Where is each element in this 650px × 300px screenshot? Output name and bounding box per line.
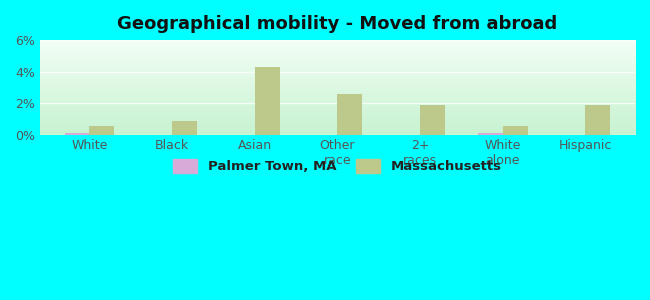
Bar [255, 67, 280, 134]
Bar [478, 133, 502, 134]
Legend: Palmer Town, MA, Massachusetts: Palmer Town, MA, Massachusetts [167, 152, 508, 180]
Bar [337, 94, 362, 134]
Bar [586, 105, 610, 134]
Bar [64, 133, 90, 134]
Bar [172, 121, 197, 134]
Bar [502, 126, 528, 134]
Bar [420, 105, 445, 134]
Title: Geographical mobility - Moved from abroad: Geographical mobility - Moved from abroa… [117, 15, 558, 33]
Bar [90, 126, 114, 134]
